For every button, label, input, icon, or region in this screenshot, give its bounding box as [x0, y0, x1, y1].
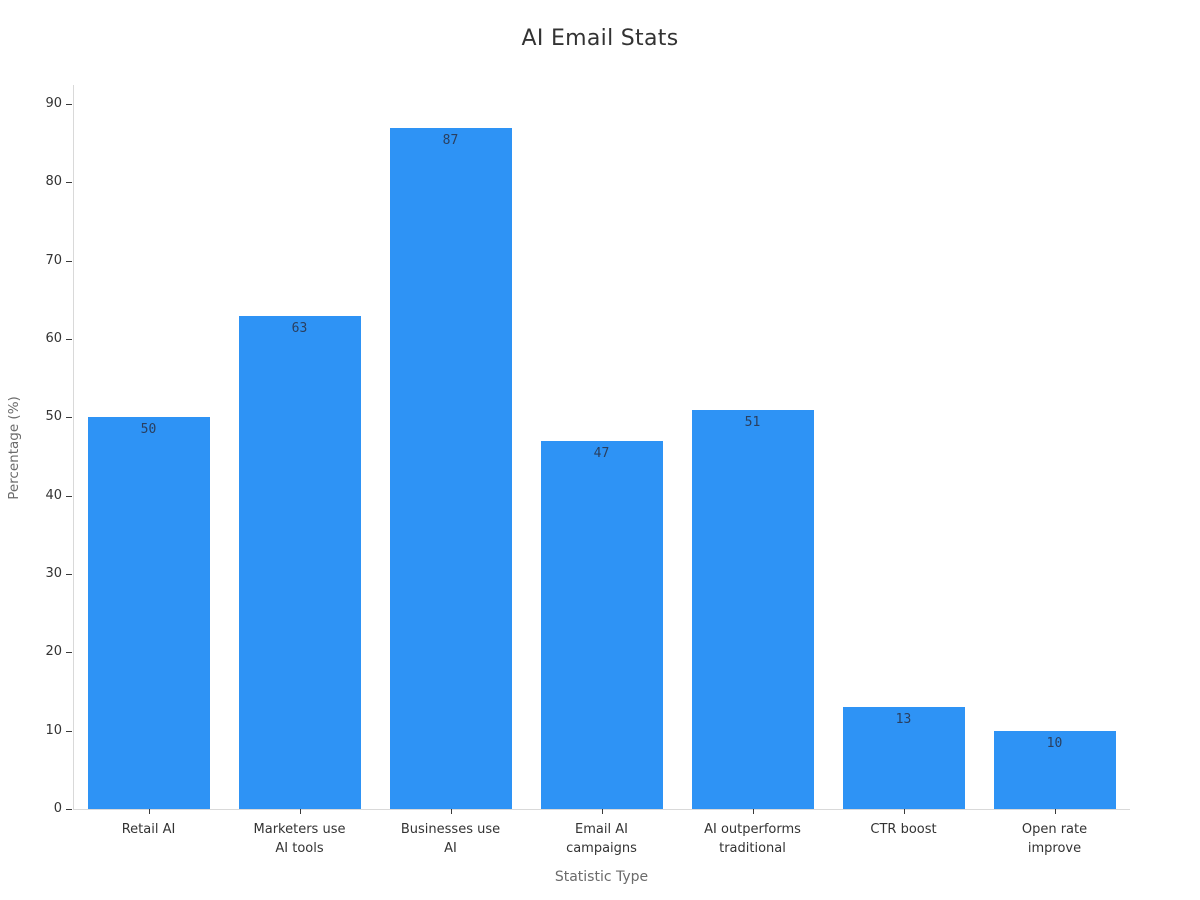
x-tick-mark [601, 809, 603, 814]
y-tick-mark [66, 730, 72, 732]
x-tick-mark [450, 809, 452, 814]
y-tick-mark [66, 260, 72, 262]
x-tick-mark [299, 809, 301, 814]
y-tick-label: 0 [53, 801, 62, 816]
chart-title: AI Email Stats [521, 26, 679, 51]
bar-value-label: 63 [291, 320, 308, 336]
y-tick-label: 60 [45, 331, 62, 346]
y-tick-mark [66, 809, 72, 810]
bar [993, 730, 1116, 809]
y-tick-mark [66, 339, 72, 340]
bar [389, 127, 512, 809]
bar [842, 707, 965, 809]
y-tick-mark [66, 417, 72, 419]
y-tick-mark [66, 495, 72, 497]
bar [87, 417, 210, 809]
bar-value-label: 47 [593, 445, 610, 461]
y-tick-label: 70 [45, 252, 62, 268]
y-tick-label: 50 [45, 409, 62, 425]
bar-value-label: 13 [895, 712, 912, 728]
bar [540, 440, 663, 809]
x-tick-label: CTR boost [870, 822, 937, 837]
x-tick-label: Retail AI [121, 822, 176, 837]
y-tick-label: 90 [45, 96, 62, 111]
x-tick-mark [148, 809, 150, 814]
bar [238, 315, 361, 809]
bar-value-label: 50 [140, 422, 157, 438]
x-tick-label: Email AI campaigns [566, 822, 637, 856]
y-tick-label: 80 [45, 174, 62, 190]
x-tick-mark [903, 809, 905, 814]
x-tick-mark [752, 809, 754, 814]
y-tick-mark [66, 104, 72, 105]
y-tick-label: 20 [45, 644, 62, 660]
y-tick-label: 10 [45, 722, 62, 738]
y-tick-mark [66, 182, 72, 184]
x-axis-title: Statistic Type [554, 869, 649, 885]
x-tick-label: Open rate improve [1021, 822, 1088, 856]
bar-value-label: 10 [1046, 735, 1063, 751]
y-axis-line [73, 85, 74, 809]
bar-value-label: 87 [442, 132, 459, 148]
x-tick-label: Marketers use AI tools [253, 822, 346, 856]
y-tick-mark [66, 574, 72, 575]
y-tick-mark [66, 652, 72, 654]
x-tick-label: Businesses use AI [400, 822, 501, 856]
x-tick-label: AI outperforms traditional [704, 822, 801, 856]
bar-value-label: 51 [744, 414, 761, 430]
y-tick-label: 30 [45, 566, 62, 581]
x-tick-mark [1054, 809, 1056, 814]
bar [691, 409, 814, 809]
y-tick-label: 40 [45, 487, 62, 503]
